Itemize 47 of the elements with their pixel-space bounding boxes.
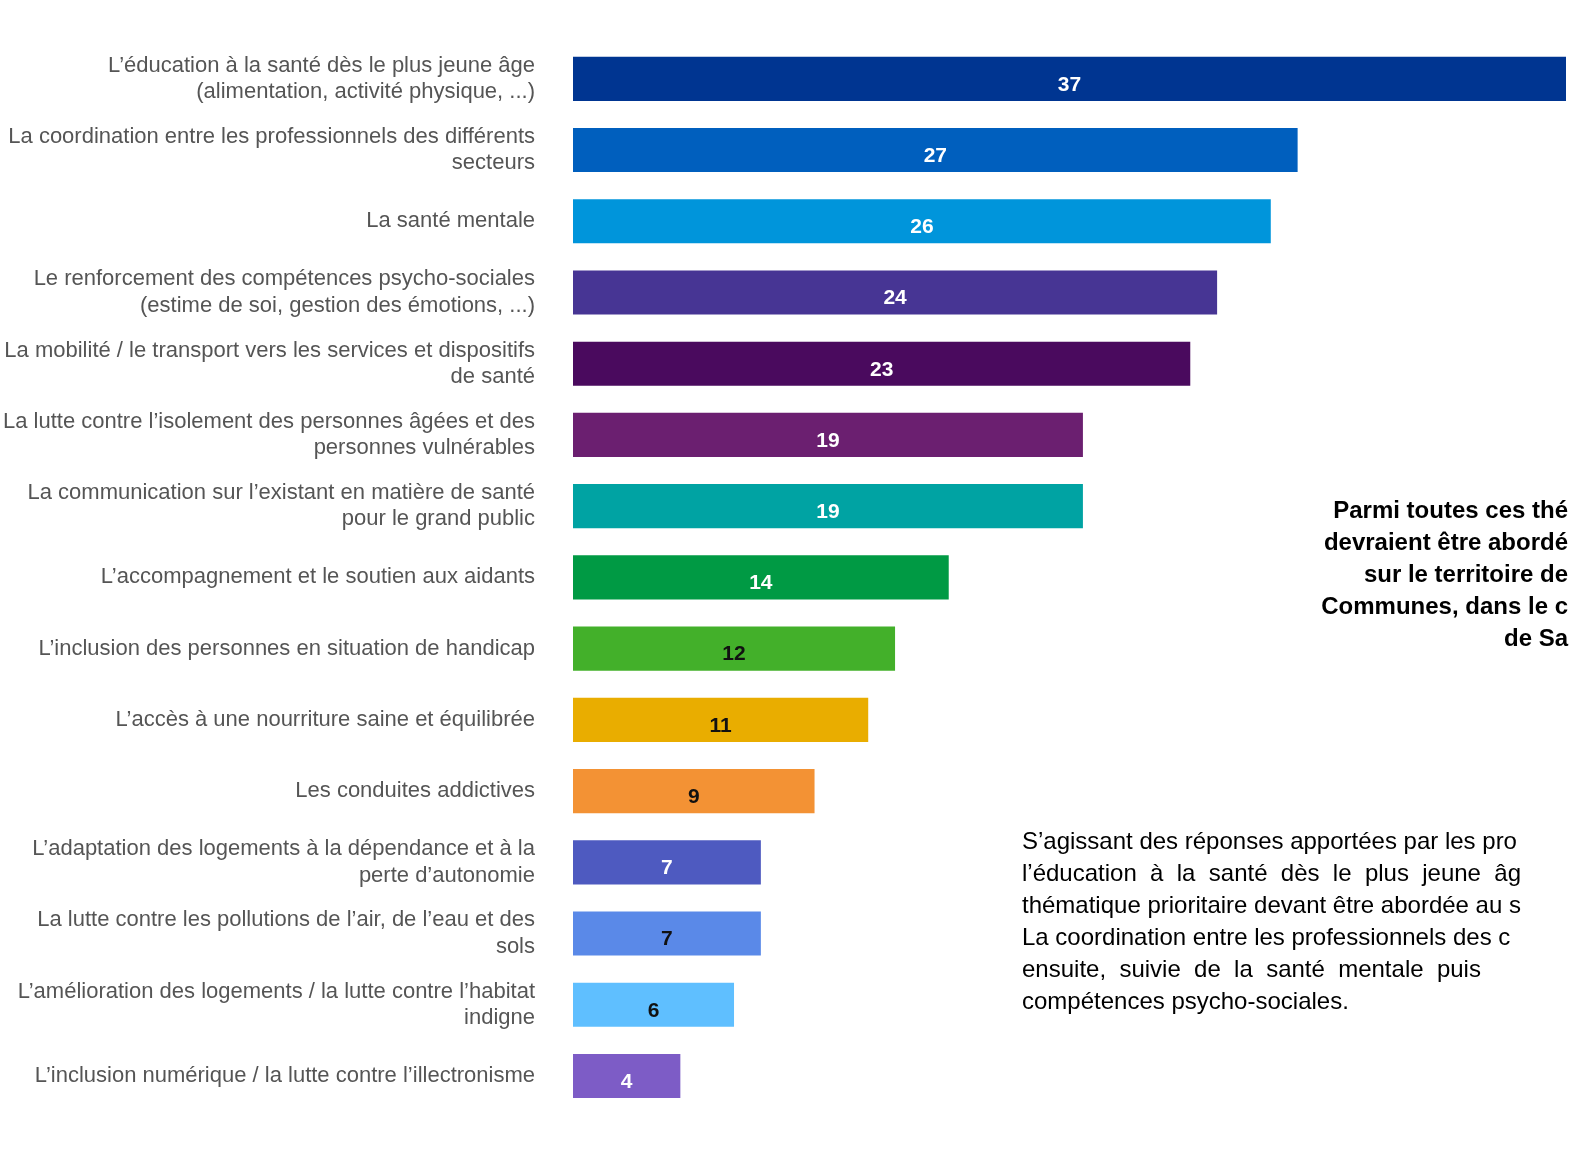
bar (573, 626, 896, 671)
y-tick-label: La mobilité / le transport vers les services et dispositifs de santé (4, 336, 535, 388)
data-label: 23 (869, 356, 894, 380)
y-tick-label: La coordination entre les professionnels des différents secteurs (8, 122, 535, 175)
data-label: 19 (816, 427, 840, 451)
data-label: 4 (620, 1068, 633, 1092)
data-label: 6 (647, 997, 660, 1021)
data-label: 26 (910, 214, 934, 238)
bar (573, 697, 869, 742)
y-tick-label: La communication sur l’existant en matière de santé pour le grand public (27, 479, 535, 531)
data-label: 27 (923, 142, 947, 166)
data-label: 7 (661, 926, 673, 950)
bar (573, 56, 1566, 101)
data-label: 12 (722, 641, 746, 665)
data-label: 14 (749, 570, 773, 594)
y-tick-label: La lutte contre les pollutions de l’air, de l’eau et des sols (37, 906, 535, 958)
y-tick-label: L’éducation à la santé dès le plus jeune âge (alimentation, activité physique, ...) (108, 51, 535, 104)
y-tick-label: La santé mentale (366, 207, 535, 233)
y-tick-label: L’adaptation des logements à la dépendance et à la perte d’autonomie (32, 835, 536, 887)
bar (573, 769, 815, 814)
data-label: 7 (661, 855, 673, 879)
y-tick-label: L’inclusion des personnes en situation de handicap (38, 634, 535, 660)
data-label: 9 (687, 783, 700, 807)
y-tick-label: Les conduites addictives (295, 777, 535, 803)
bar (573, 840, 761, 885)
bar (573, 555, 949, 600)
bar (573, 1053, 681, 1099)
y-tick-label: L’inclusion numérique / la lutte contre l’illectronisme (34, 1062, 535, 1088)
bar (573, 341, 1191, 386)
text: Parmi toutes ces thé devraient être abordé sur le territoire de Communes, dans le c de Sa (1321, 495, 1568, 653)
bar (573, 412, 1083, 458)
bar (573, 270, 1218, 315)
data-label: 11 (709, 712, 733, 736)
y-tick-label: La lutte contre l’isolement des personnes âgées et des personnes vulnérables (3, 407, 535, 460)
y-tick-label: L’accompagnement et le soutien aux aidants (100, 563, 535, 589)
bar (573, 911, 761, 956)
y-tick-label: L’accès à une nourriture saine et équilibrée (115, 705, 535, 731)
bar (573, 484, 1083, 529)
bar (573, 982, 735, 1027)
bar (573, 199, 1271, 244)
bar (573, 127, 1298, 173)
data-label: 19 (816, 498, 840, 522)
data-label: 37 (1057, 71, 1082, 95)
y-tick-label: L’amélioration des logements / la lutte contre l’habitat indigne (17, 977, 535, 1030)
annotation: S’agissant des réponses apportées par les pro l’éducation à la santé dès le plus jeune âg thématique prioritaire devant être abordée au s La coordination entre les professionnels des c ensuite, suivie de la santé mentale puis compétences psycho-sociales. (1022, 826, 1521, 1016)
data-label: 24 (883, 285, 908, 309)
y-tick-label: Le renforcement des compétences psycho-sociales (estime de soi, gestion des émotions, ...) (33, 265, 535, 317)
